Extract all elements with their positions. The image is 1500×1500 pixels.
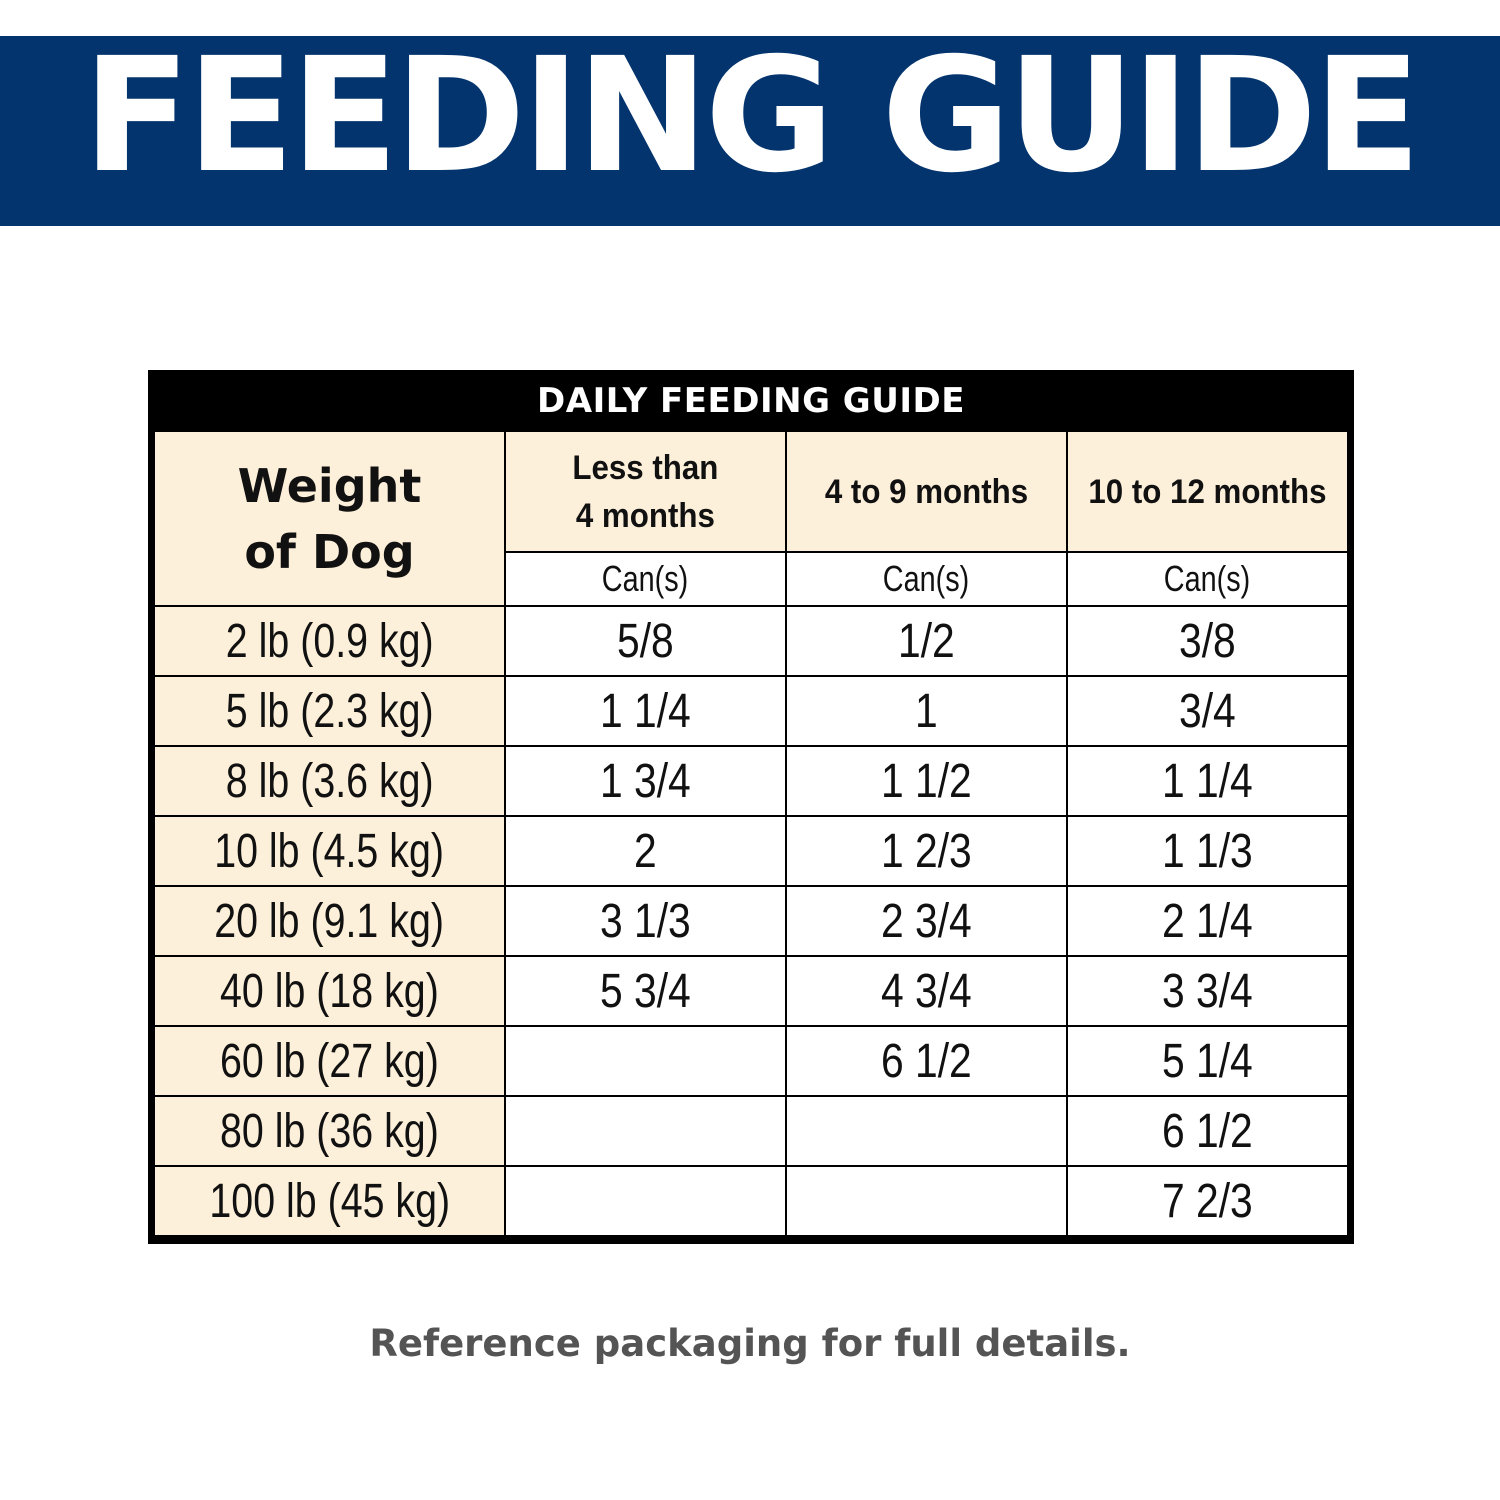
value-cell: 5 1/4: [1068, 1027, 1347, 1095]
unit-cell: Can(s): [1068, 553, 1347, 605]
value-cell: 1 2/3: [787, 817, 1066, 885]
value-cell: 3/4: [1068, 677, 1347, 745]
value-cell: 1 1/4: [506, 677, 785, 745]
weight-label: 40 lb (18 kg): [220, 964, 439, 1018]
weight-cell: 100 lb (45 kg): [155, 1167, 504, 1235]
can-amount: 1 1/4: [600, 684, 691, 738]
can-amount: 1 1/3: [1162, 824, 1253, 878]
age-header-4-to-9-months: 4 to 9 months: [787, 432, 1066, 551]
can-amount: 1/2: [898, 614, 955, 668]
weight-label: 100 lb (45 kg): [209, 1174, 450, 1228]
unit-label: Can(s): [602, 558, 689, 599]
can-amount: 6 1/2: [881, 1034, 972, 1088]
weight-label: 20 lb (9.1 kg): [214, 894, 445, 948]
value-cell: 3 3/4: [1068, 957, 1347, 1025]
weight-cell: 5 lb (2.3 kg): [155, 677, 504, 745]
weight-label: 8 lb (3.6 kg): [225, 754, 434, 808]
can-amount: 1 2/3: [881, 824, 972, 878]
can-amount: 5/8: [617, 614, 674, 668]
value-cell: 4 3/4: [787, 957, 1066, 1025]
value-cell: 7 2/3: [1068, 1167, 1347, 1235]
can-amount: 1: [915, 684, 938, 738]
can-amount: 1 3/4: [600, 754, 691, 808]
feeding-grid: Weight of Dog Less than 4 months 4 to 9 …: [155, 432, 1347, 1236]
page-title: FEEDING GUIDE: [82, 24, 1422, 208]
unit-label: Can(s): [1164, 558, 1251, 599]
value-cell: 5 3/4: [506, 957, 785, 1025]
weight-header-line2: of Dog: [244, 524, 415, 579]
age-header-label: 4 to 9 months: [824, 472, 1029, 511]
weight-label: 2 lb (0.9 kg): [225, 614, 434, 668]
title-banner: FEEDING GUIDE: [0, 36, 1500, 226]
age-header-less-than-4-months: Less than 4 months: [506, 432, 785, 551]
value-cell: 1: [787, 677, 1066, 745]
can-amount: 1 1/2: [881, 754, 972, 808]
table-title: DAILY FEEDING GUIDE: [537, 381, 965, 421]
value-cell: 6 1/2: [787, 1027, 1066, 1095]
age-header-line2: 4 months: [575, 496, 716, 535]
age-header-line1: Less than: [572, 448, 719, 487]
value-cell: 1 1/2: [787, 747, 1066, 815]
can-amount: 3/4: [1179, 684, 1236, 738]
value-cell: 2 1/4: [1068, 887, 1347, 955]
weight-label: 80 lb (36 kg): [220, 1104, 439, 1158]
value-cell: [506, 1027, 785, 1095]
weight-cell: 8 lb (3.6 kg): [155, 747, 504, 815]
value-cell: 1 3/4: [506, 747, 785, 815]
can-amount: 5 3/4: [600, 964, 691, 1018]
weight-column-header: Weight of Dog: [155, 432, 504, 605]
can-amount: 1 1/4: [1162, 754, 1253, 808]
weight-header-line1: Weight: [237, 458, 422, 513]
footer-note: Reference packaging for full details.: [369, 1322, 1131, 1365]
weight-cell: 40 lb (18 kg): [155, 957, 504, 1025]
weight-cell: 60 lb (27 kg): [155, 1027, 504, 1095]
weight-cell: 80 lb (36 kg): [155, 1097, 504, 1165]
can-amount: 5 1/4: [1162, 1034, 1253, 1088]
value-cell: [506, 1167, 785, 1235]
value-cell: 5/8: [506, 607, 785, 675]
can-amount: 7 2/3: [1162, 1174, 1253, 1228]
value-cell: 1 1/4: [1068, 747, 1347, 815]
can-amount: 3/8: [1179, 614, 1236, 668]
can-amount: 3 3/4: [1162, 964, 1253, 1018]
weight-cell: 2 lb (0.9 kg): [155, 607, 504, 675]
weight-label: 5 lb (2.3 kg): [225, 684, 434, 738]
value-cell: 2: [506, 817, 785, 885]
weight-cell: 10 lb (4.5 kg): [155, 817, 504, 885]
value-cell: 3 1/3: [506, 887, 785, 955]
value-cell: 2 3/4: [787, 887, 1066, 955]
can-amount: 6 1/2: [1162, 1104, 1253, 1158]
value-cell: [787, 1167, 1066, 1235]
weight-cell: 20 lb (9.1 kg): [155, 887, 504, 955]
can-amount: 3 1/3: [600, 894, 691, 948]
weight-label: 60 lb (27 kg): [220, 1034, 439, 1088]
unit-cell: Can(s): [787, 553, 1066, 605]
value-cell: 1/2: [787, 607, 1066, 675]
can-amount: 4 3/4: [881, 964, 972, 1018]
value-cell: [787, 1097, 1066, 1165]
value-cell: 1 1/3: [1068, 817, 1347, 885]
age-header-10-to-12-months: 10 to 12 months: [1068, 432, 1347, 551]
value-cell: 3/8: [1068, 607, 1347, 675]
can-amount: 2: [634, 824, 657, 878]
unit-label: Can(s): [883, 558, 970, 599]
value-cell: 6 1/2: [1068, 1097, 1347, 1165]
can-amount: 2 1/4: [1162, 894, 1253, 948]
feeding-table: DAILY FEEDING GUIDE Weight of Dog Less t…: [148, 370, 1354, 1244]
can-amount: 2 3/4: [881, 894, 972, 948]
unit-cell: Can(s): [506, 553, 785, 605]
age-header-label: 10 to 12 months: [1088, 472, 1327, 511]
value-cell: [506, 1097, 785, 1165]
weight-label: 10 lb (4.5 kg): [214, 824, 445, 878]
